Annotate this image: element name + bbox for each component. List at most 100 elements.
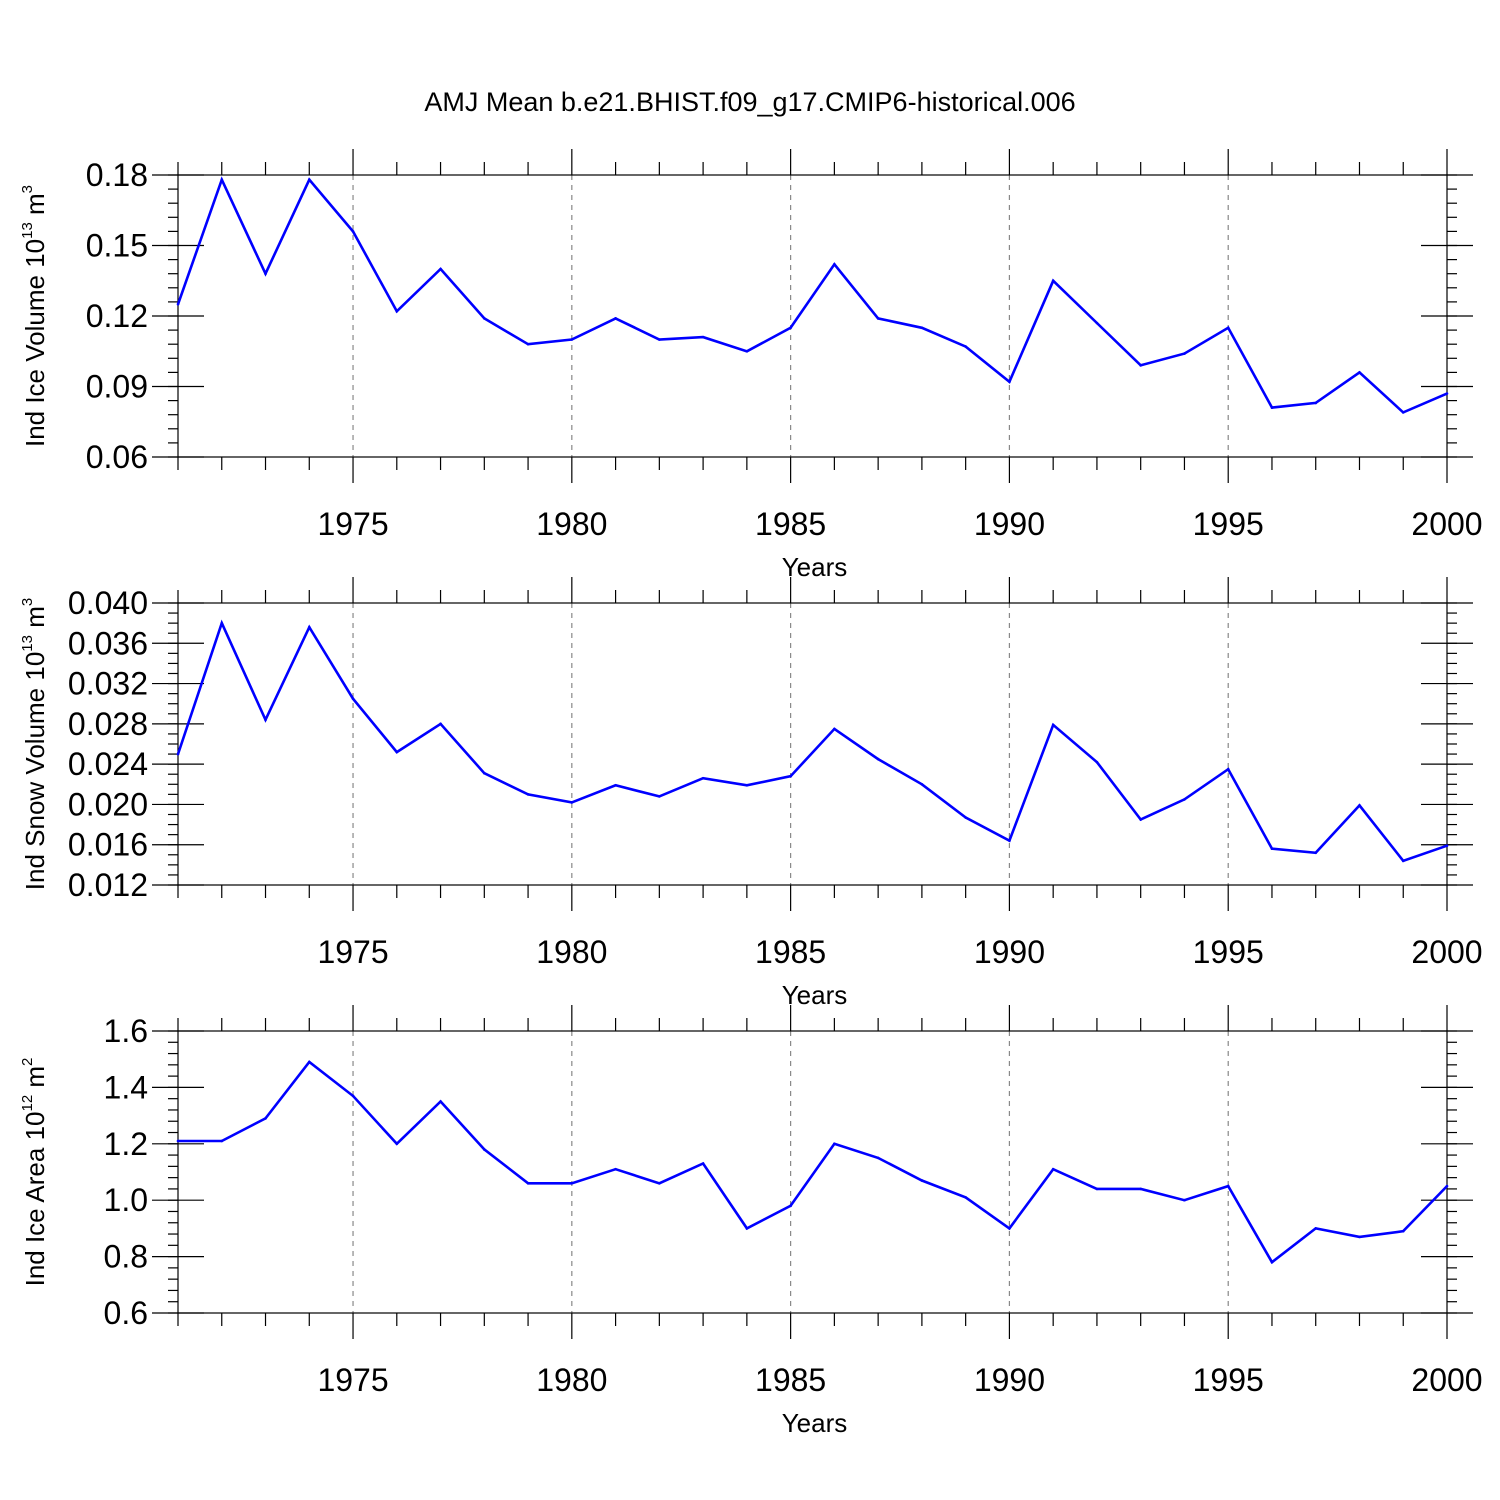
data-point bbox=[176, 302, 180, 306]
data-point bbox=[1183, 798, 1186, 801]
data-point bbox=[351, 230, 355, 233]
data-point bbox=[614, 1167, 617, 1171]
data-point bbox=[1051, 279, 1055, 283]
y-axis-title-text: Ind Ice Area 10 bbox=[20, 1112, 50, 1287]
data-point bbox=[1226, 326, 1230, 330]
x-tick-label: 2000 bbox=[1411, 934, 1482, 970]
x-tick-label: 1980 bbox=[536, 506, 607, 542]
y-axis-title-text: Ind Snow Volume 10 bbox=[20, 652, 50, 891]
data-point bbox=[876, 757, 880, 761]
y-axis-title-unit: m bbox=[20, 1066, 50, 1095]
data-point bbox=[1051, 1167, 1055, 1171]
x-tick-label: 1975 bbox=[317, 934, 388, 970]
x-tick-label: 2000 bbox=[1411, 506, 1482, 542]
data-point bbox=[658, 338, 661, 341]
plot-frame bbox=[177, 174, 1448, 458]
data-point bbox=[789, 774, 792, 778]
chart-title: AMJ Mean b.e21.BHIST.f09_g17.CMIP6-histo… bbox=[424, 87, 1075, 117]
data-point bbox=[745, 349, 749, 353]
data-point bbox=[833, 727, 836, 731]
x-axis-title: Years bbox=[782, 1408, 848, 1438]
x-tick-label: 1990 bbox=[974, 934, 1045, 970]
data-point bbox=[439, 722, 442, 726]
y-tick-label: 0.020 bbox=[68, 786, 148, 822]
y-tick-label: 0.036 bbox=[68, 625, 148, 661]
data-point bbox=[964, 816, 967, 819]
x-axis-title: Years bbox=[782, 980, 848, 1010]
y-tick-label: 1.4 bbox=[104, 1069, 148, 1105]
data-point bbox=[1270, 406, 1274, 409]
data-point bbox=[220, 621, 224, 625]
data-point bbox=[395, 750, 399, 754]
x-tick-label: 1995 bbox=[1193, 1362, 1264, 1398]
y-tick-label: 1.6 bbox=[104, 1013, 148, 1049]
y-axis-title-unit: m bbox=[20, 606, 50, 635]
x-tick-label: 1985 bbox=[755, 1362, 826, 1398]
data-point bbox=[526, 342, 530, 346]
y-tick-label: 0.18 bbox=[86, 157, 148, 193]
y-tick-label: 0.06 bbox=[86, 439, 148, 475]
data-point bbox=[1314, 1227, 1318, 1230]
data-point bbox=[1401, 411, 1405, 414]
data-point bbox=[1008, 1227, 1011, 1230]
series-line bbox=[178, 1060, 1448, 1265]
y-tick-label: 0.09 bbox=[86, 369, 148, 405]
y-tick-label: 0.024 bbox=[68, 746, 148, 782]
y-tick-label: 0.016 bbox=[68, 827, 148, 863]
data-point bbox=[395, 1142, 399, 1146]
data-point bbox=[570, 801, 574, 804]
chart-panel-ice-area: 0.6 0.8 1.0 1.2 1.4 1.6 1975 1980 1985 1990 1995 20… bbox=[19, 1005, 1483, 1438]
data-point bbox=[307, 625, 311, 629]
x-tick-label: 1995 bbox=[1193, 506, 1264, 542]
y-tick-label: 0.032 bbox=[68, 666, 148, 702]
y-tick-label: 0.028 bbox=[68, 706, 148, 742]
data-point bbox=[701, 776, 705, 780]
data-point bbox=[1358, 804, 1361, 807]
data-point bbox=[570, 1181, 574, 1185]
data-point bbox=[833, 1142, 836, 1146]
data-point bbox=[351, 1094, 355, 1098]
y-axis-title-unit-exponent: 2 bbox=[19, 1058, 36, 1066]
x-tick-label: 1980 bbox=[536, 1362, 607, 1398]
data-point bbox=[1183, 352, 1186, 355]
data-point bbox=[307, 178, 311, 181]
y-tick-label: 1.0 bbox=[104, 1182, 148, 1218]
data-point bbox=[483, 771, 486, 775]
data-point bbox=[789, 326, 792, 330]
y-tick-label: 0.012 bbox=[68, 867, 148, 903]
data-point bbox=[1139, 818, 1142, 821]
data-point bbox=[307, 1060, 311, 1064]
y-axis-title: Ind Ice Volume 1013 m3 bbox=[19, 185, 50, 447]
y-tick-label: 0.12 bbox=[86, 298, 148, 334]
data-point bbox=[876, 317, 880, 320]
data-point bbox=[1139, 364, 1142, 367]
data-point bbox=[920, 326, 924, 330]
y-axis-title: Ind Snow Volume 1013 m3 bbox=[19, 598, 50, 890]
y-tick-label: 0.6 bbox=[104, 1295, 148, 1331]
data-point bbox=[176, 1139, 180, 1143]
data-point bbox=[1008, 839, 1011, 842]
data-point bbox=[920, 1179, 924, 1182]
y-tick-label: 0.8 bbox=[104, 1239, 148, 1275]
data-point bbox=[658, 1181, 661, 1185]
data-point bbox=[1445, 844, 1449, 848]
data-point bbox=[1314, 401, 1318, 405]
data-point bbox=[351, 697, 355, 700]
data-point bbox=[1401, 859, 1405, 863]
series-line bbox=[176, 176, 1448, 414]
data-point bbox=[483, 317, 486, 320]
plot-frame bbox=[177, 602, 1448, 886]
data-point bbox=[745, 783, 749, 787]
y-tick-label: 0.15 bbox=[86, 228, 148, 264]
data-point bbox=[220, 1139, 224, 1143]
data-point bbox=[920, 782, 924, 786]
series-line bbox=[176, 619, 1448, 863]
data-point bbox=[439, 267, 442, 271]
data-point bbox=[1095, 1187, 1099, 1191]
data-point bbox=[1445, 1184, 1449, 1188]
y-axis-title-text: Ind Ice Volume 10 bbox=[20, 239, 50, 447]
y-axis-title-exponent: 13 bbox=[19, 635, 36, 652]
data-point bbox=[745, 1227, 749, 1230]
y-axis-title-unit-exponent: 3 bbox=[19, 185, 36, 193]
